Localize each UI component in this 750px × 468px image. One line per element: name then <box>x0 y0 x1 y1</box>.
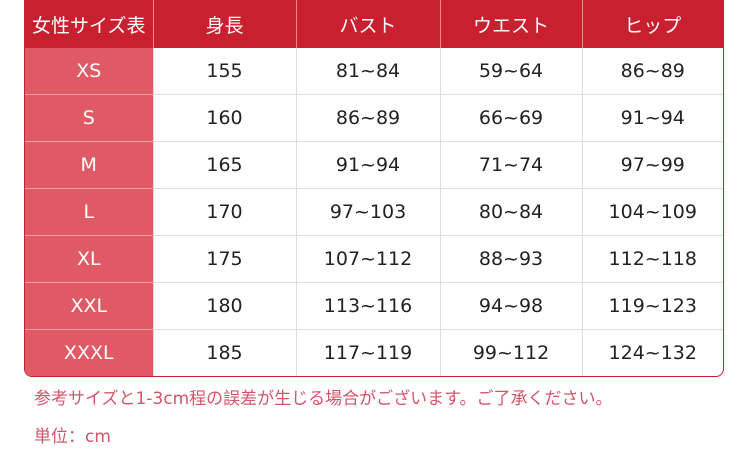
table-row: XS 155 81~84 59~64 86~89 <box>25 48 723 95</box>
size-label: L <box>25 188 154 236</box>
table-cell: 175 <box>153 235 297 283</box>
table-cell: 66~69 <box>440 94 583 142</box>
table-cell: 155 <box>153 48 297 95</box>
table-row: XL 175 107~112 88~93 112~118 <box>25 235 723 283</box>
table-cell: 160 <box>153 94 297 142</box>
table-cell: 124~132 <box>608 342 697 364</box>
column-header: ヒップ <box>582 0 723 48</box>
table-row: L 170 97~103 80~84 104~109 <box>25 188 723 236</box>
table-cell: 71~74 <box>440 141 583 189</box>
column-header: バスト <box>296 0 441 48</box>
table-cell: 94~98 <box>440 282 583 330</box>
table-cell: 107~112 <box>296 235 441 283</box>
table-cell: 113~116 <box>296 282 441 330</box>
column-header: ウエスト <box>440 0 583 48</box>
table-cell: 59~64 <box>440 48 583 95</box>
size-label: S <box>25 94 154 142</box>
table-row: M 165 91~94 71~74 97~99 <box>25 141 723 189</box>
table-row: XXL 180 113~116 94~98 119~123 <box>25 282 723 330</box>
table-cell: 180 <box>153 282 297 330</box>
column-header: 身長 <box>153 0 297 48</box>
table-cell: 80~84 <box>440 188 583 236</box>
size-label: XS <box>25 48 154 95</box>
size-label: XXXL <box>25 329 154 376</box>
table-cell: 112~118 <box>582 235 723 283</box>
size-label: XL <box>25 235 154 283</box>
table-cell: 86~89 <box>582 48 723 95</box>
table-cell: 91~94 <box>582 94 723 142</box>
table-cell: 97~99 <box>582 141 723 189</box>
table-cell: 99~112 <box>440 329 583 376</box>
table-cell: 165 <box>153 141 297 189</box>
size-label: M <box>25 141 154 189</box>
table-row: XXXL 185 117~119 99~112 124~132 <box>25 329 723 376</box>
column-header: 女性サイズ表 <box>25 0 154 48</box>
tolerance-note: 参考サイズと1-3cm程の誤差が生じる場合がございます。ご了承ください。 <box>34 389 613 409</box>
table-row: S 160 86~89 66~69 91~94 <box>25 94 723 142</box>
size-label: XXL <box>25 282 154 330</box>
table-cell: 91~94 <box>296 141 441 189</box>
table-cell: 88~93 <box>440 235 583 283</box>
table-cell: 97~103 <box>296 188 441 236</box>
table-cell: 81~84 <box>296 48 441 95</box>
unit-note: 単位：cm <box>34 427 111 447</box>
table-cell: 117~119 <box>296 329 441 376</box>
size-table: 女性サイズ表 身長 バスト ウエスト ヒップ XS 155 81~84 59~64 86~89 S 1… <box>24 0 724 377</box>
table-cell: 170 <box>153 188 297 236</box>
table-cell: 104~109 <box>582 188 723 236</box>
table-cell: 185 <box>153 329 297 376</box>
table-cell: 86~89 <box>296 94 441 142</box>
table-cell: 119~123 <box>582 282 723 330</box>
